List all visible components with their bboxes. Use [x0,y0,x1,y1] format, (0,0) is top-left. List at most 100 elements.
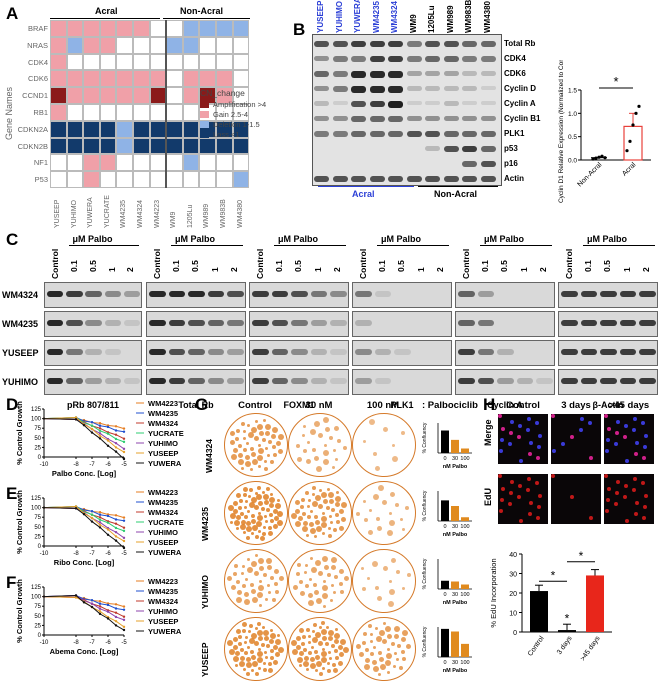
legend-label: WM4223 [148,488,178,497]
colony [229,513,236,520]
c-protein-label: β-Actin [592,400,624,410]
heatmap-cell [50,36,67,54]
dose-series-point [122,546,126,550]
colony [246,526,253,532]
heatmap-cell [199,137,216,155]
dose-series-point [98,610,102,613]
nucleus [527,477,531,481]
y-tick-label: 1.0 [568,111,577,118]
colony [335,495,342,502]
colony [262,662,266,666]
colony [328,515,332,519]
heatmap-cell [116,137,133,155]
nucleus [642,456,646,460]
colony [237,641,242,646]
gene-label: CDKN2A [17,124,48,134]
colony [318,570,324,576]
nucleus [643,505,647,509]
heatmap-cell [232,171,250,188]
c-header-line [68,245,140,246]
colony [247,567,254,574]
colony [306,441,310,445]
heatmap-cell [50,137,67,155]
colony [397,643,402,648]
dose-series-point [122,430,126,433]
colony [241,564,245,568]
dose-series-point [82,601,86,604]
heatmap-cell [149,137,167,155]
colony [277,448,283,454]
colony [333,527,338,532]
blot-b-protein-label: CDK4 [504,54,526,63]
colony [314,560,321,567]
colony [331,508,336,513]
colony [252,597,259,604]
colony [235,628,241,634]
g-row-label: YUHIMO [200,575,210,609]
dose-series-point [114,446,118,449]
g-col-label: Control [238,400,272,411]
colony [330,644,335,649]
colony [258,636,264,642]
colony [312,485,317,490]
x-category-label: >45 days [579,635,601,663]
c-blot-box [455,282,555,308]
g-col-label: 30 nM [305,400,333,411]
blot-band [639,349,657,355]
colony [375,465,381,471]
colony [240,422,245,427]
c-protein-label: PLK1 [390,400,414,410]
cn-legend-item: Amplification >4 [200,100,266,109]
nucleus [644,434,648,438]
heatmap-cell [232,104,250,121]
c-lane-label: Control [255,248,265,279]
colony [293,584,299,590]
dose-series-point [114,535,118,538]
c-lane-label: Control [50,248,60,279]
dose-series-point [122,536,126,540]
heatmap-cell [50,87,67,104]
nucleus [498,414,502,418]
dose-series-point [122,539,126,543]
colony [312,637,319,644]
c-header-line [171,245,243,246]
c-lane-label: 1 [312,267,323,272]
colony [248,488,253,493]
edu-bar-chart: 0 10 20 30 40 % EdU Incorporation Control 3 day… [489,549,612,663]
blot-band [47,320,64,326]
colony [337,438,342,443]
blot-band [188,291,205,297]
colony [271,434,277,440]
blot-band [406,116,422,122]
cn-legend: CN_change Amplification >4 Gain 2.5-4 Dele… [200,88,266,140]
cn-legend-label: Amplification >4 [213,100,267,109]
sample-label: WM4223 [153,199,161,228]
petri-dish [352,481,416,545]
blot-band [252,378,269,384]
colony [310,556,314,560]
heatmap-cell [166,154,183,172]
microscopy-image [498,414,548,464]
dose-series-point [98,434,102,438]
c-cell-line-label: WM4235 [2,319,39,329]
c-blot-box [352,340,452,366]
c-lane-label: 2 [331,267,342,272]
dose-series-point [98,602,102,605]
colony [391,456,398,463]
colony [311,566,318,573]
blot-band [47,349,64,355]
petri-dish [224,617,288,681]
colony [394,502,399,507]
blot-band [388,131,403,137]
blot-band [462,56,477,62]
blot-band [207,320,225,326]
dose-series-point [74,505,78,508]
colony [257,592,264,599]
heatmap-cell [149,70,167,88]
blot-band [536,378,554,384]
h-col-label: >45 days [608,400,650,411]
x-axis-label: Ribo Conc. [Log] [54,558,115,567]
blot-band [477,320,495,326]
heatmap-cell [133,171,150,188]
